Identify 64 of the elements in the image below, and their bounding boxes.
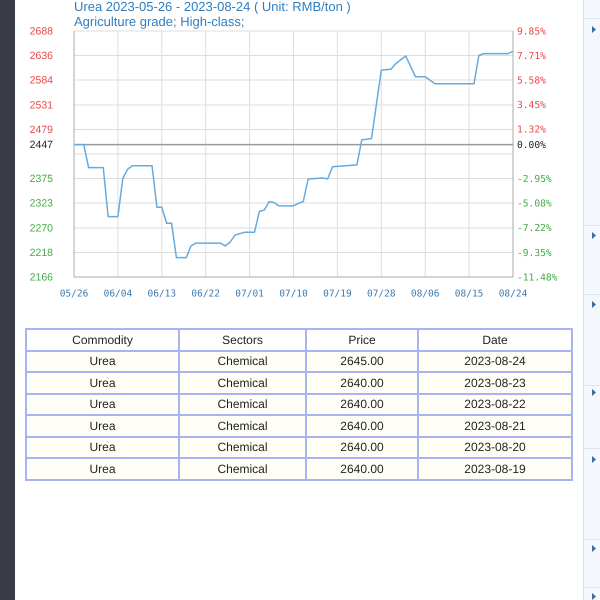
y-tick-label: 2688: [30, 26, 54, 38]
text: 2640.00: [306, 372, 418, 394]
y-tick-label: 2636: [30, 50, 54, 62]
text: Chemical: [179, 350, 306, 372]
y-tick-label: 2218: [30, 247, 54, 260]
x-tick-label: 08/06: [410, 288, 440, 300]
text: Chemical: [179, 372, 306, 394]
y-tick-label: 2323: [30, 198, 54, 210]
y2-tick-label: 3.45%: [517, 100, 546, 112]
x-tick-label: 07/19: [323, 288, 352, 300]
text: 2645.00: [306, 350, 418, 372]
text: Chemical: [179, 436, 306, 458]
text: 2023-08-21: [418, 415, 572, 436]
y2-tick-label: 0.00%: [517, 140, 546, 151]
text: 2023-08-20: [418, 436, 572, 458]
y-tick-label: 2166: [30, 272, 54, 284]
x-tick-label: 07/01: [235, 288, 264, 300]
y-tick-label: 2447: [30, 139, 54, 152]
x-tick-label: 05/26: [60, 288, 89, 300]
y2-tick-label: 5.58%: [517, 76, 546, 87]
y2-tick-label: -5.08%: [517, 198, 552, 210]
category-label: Sectors: [179, 329, 306, 350]
text: Urea: [26, 436, 179, 458]
x-tick-label: 07/10: [279, 288, 308, 300]
chart-title: Urea 2023-05-26 - 2023-08-24 ( Unit: RMB/ton ): [74, 0, 351, 14]
text: 2023-08-23: [418, 372, 572, 394]
text: Urea: [26, 415, 179, 436]
chart-subtitle: Agriculture grade; High-class;: [74, 14, 245, 29]
x-tick-label: 08/24: [498, 288, 528, 300]
y2-tick-label: 7.71%: [517, 51, 546, 62]
text: Urea: [26, 350, 179, 372]
category-label: Price: [306, 329, 418, 350]
text: 2640.00: [306, 415, 418, 436]
y-tick-label: 2270: [30, 222, 54, 235]
x-tick-label: 07/28: [366, 288, 396, 300]
y-tick-label: 2375: [30, 173, 54, 186]
y2-tick-label: 1.32%: [517, 124, 546, 136]
y-tick-label: 2584: [30, 74, 54, 87]
text: Urea: [26, 394, 179, 415]
category-label: Date: [418, 329, 572, 350]
text: Chemical: [179, 458, 306, 480]
y2-tick-label: 9.85%: [517, 26, 546, 38]
category-label: Commodity: [26, 329, 179, 350]
y2-tick-label: -7.22%: [517, 223, 552, 234]
text: Urea: [26, 458, 179, 480]
x-tick-label: 06/04: [104, 288, 132, 300]
text: 2640.00: [306, 458, 418, 480]
y2-tick-label: -11.48%: [517, 272, 558, 284]
y-tick-label: 2531: [30, 100, 54, 112]
text: 2023-08-19: [418, 458, 572, 480]
y2-tick-label: -9.35%: [517, 248, 552, 259]
text: Chemical: [179, 394, 306, 415]
line-series: [74, 50, 513, 258]
x-tick-label: 06/13: [147, 288, 176, 300]
y2-tick-label: -2.95%: [517, 174, 552, 185]
text: Urea: [26, 372, 179, 394]
text: 2023-08-22: [418, 394, 572, 415]
y-tick-label: 2479: [30, 124, 54, 136]
text: 2640.00: [306, 394, 418, 415]
x-tick-label: 08/15: [454, 288, 484, 300]
text: 2023-08-24: [418, 350, 572, 372]
text: Chemical: [179, 415, 306, 436]
x-tick-label: 06/22: [191, 288, 220, 300]
text: 2640.00: [306, 436, 418, 458]
